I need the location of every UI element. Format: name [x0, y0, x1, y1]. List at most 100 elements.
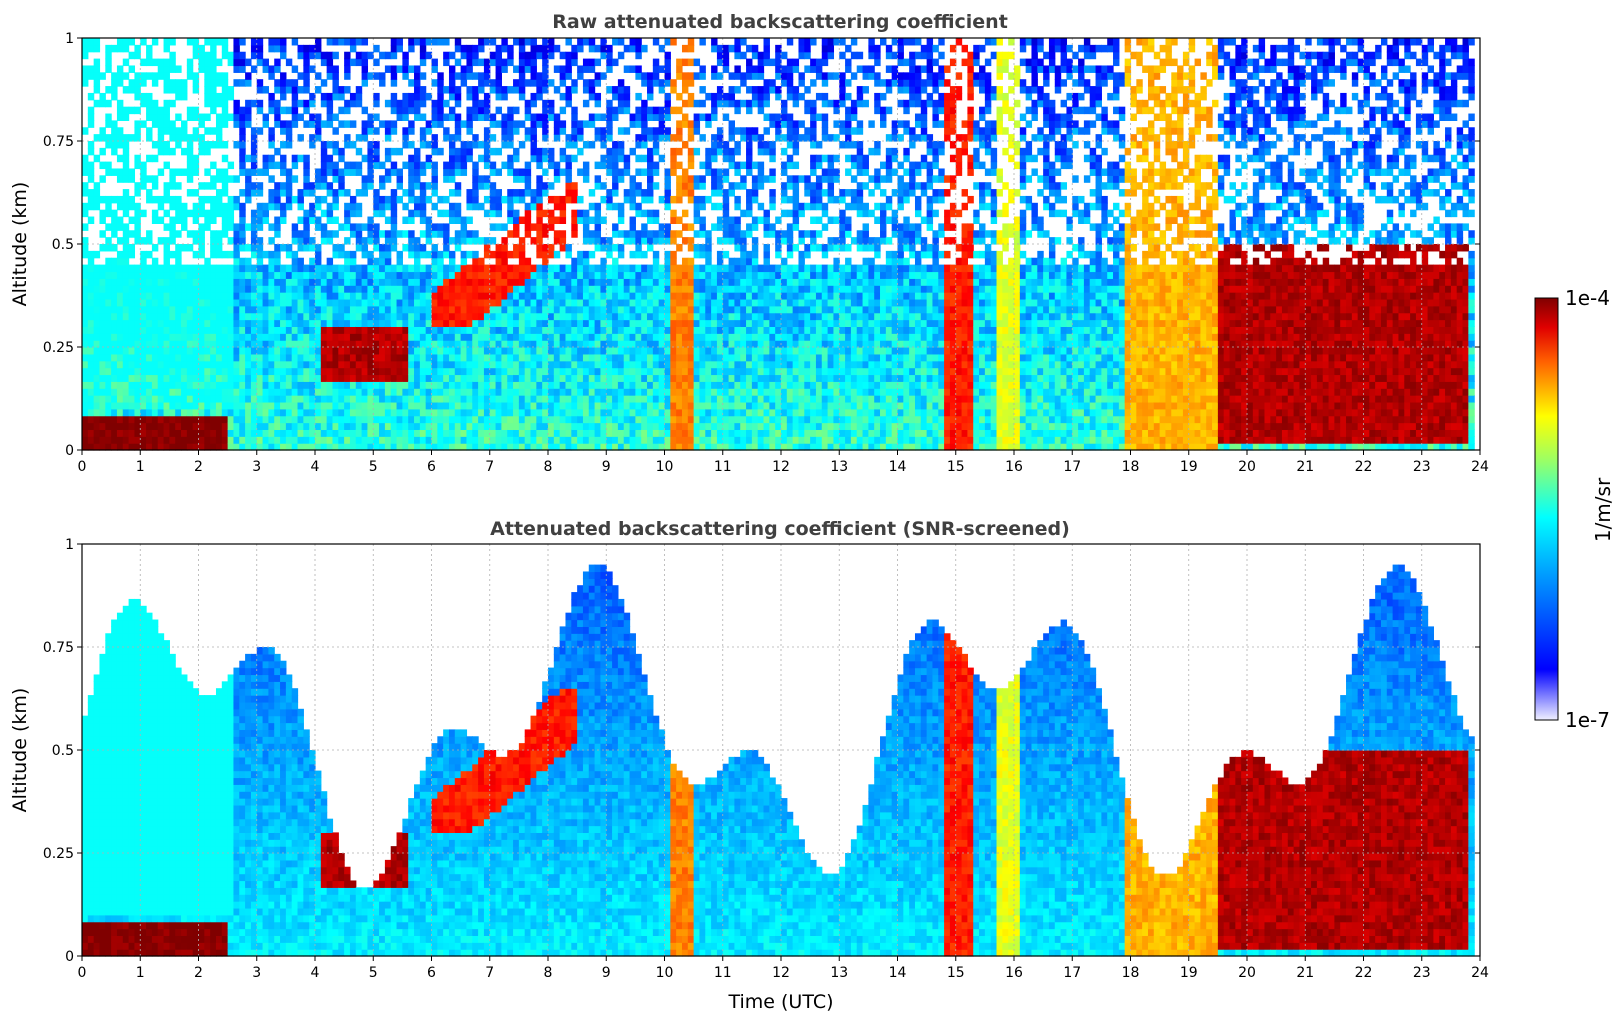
heatmap-cell	[349, 141, 357, 149]
heatmap-cell	[151, 429, 159, 437]
heatmap-cell	[524, 65, 532, 73]
heatmap-cell	[192, 422, 200, 430]
heatmap-cell	[280, 422, 287, 430]
heatmap-cell	[320, 401, 328, 410]
heatmap-cell	[210, 436, 217, 444]
heatmap-cell	[93, 340, 101, 348]
heatmap-cell	[105, 99, 112, 108]
heatmap-cell	[186, 106, 194, 115]
heatmap-cell	[303, 436, 310, 444]
heatmap-cell	[431, 250, 438, 259]
heatmap-cell	[210, 360, 217, 369]
heatmap-cell	[676, 182, 683, 190]
heatmap-cell	[151, 141, 159, 149]
heatmap-cell	[116, 367, 124, 376]
heatmap-cell	[664, 395, 671, 403]
heatmap-cell	[652, 113, 660, 121]
heatmap-cell	[501, 264, 508, 273]
heatmap-cell	[163, 72, 170, 80]
heatmap-cell	[361, 408, 369, 417]
heatmap-cell	[379, 285, 386, 293]
heatmap-cell	[384, 175, 392, 183]
heatmap-cell	[414, 401, 421, 410]
heatmap-cell	[577, 209, 584, 218]
heatmap-cell	[594, 388, 602, 396]
heatmap-cell	[408, 99, 415, 108]
heatmap-cell	[600, 429, 607, 437]
heatmap-cell	[664, 237, 671, 245]
heatmap-cell	[670, 443, 677, 451]
heatmap-cell	[344, 120, 351, 128]
heatmap-cell	[326, 141, 334, 149]
heatmap-cell	[612, 257, 619, 266]
heatmap-cell	[122, 271, 130, 279]
heatmap-cell	[175, 415, 182, 424]
heatmap-cell	[122, 257, 130, 266]
heatmap-cell	[151, 264, 159, 273]
heatmap-cell	[454, 86, 462, 94]
heatmap-cell	[151, 367, 159, 376]
heatmap-cell	[268, 429, 275, 437]
heatmap-cell	[157, 58, 165, 67]
heatmap-cell	[338, 312, 345, 321]
heatmap-cell	[87, 443, 95, 451]
heatmap-cell	[157, 195, 165, 204]
heatmap-cell	[425, 120, 433, 128]
heatmap-cell	[262, 347, 269, 355]
heatmap-cell	[676, 271, 683, 279]
heatmap-cell	[582, 312, 590, 321]
heatmap-cell	[111, 264, 118, 273]
heatmap-cell	[559, 51, 567, 60]
heatmap-cell	[140, 326, 147, 334]
heatmap-cell	[355, 244, 363, 252]
heatmap-cell	[320, 223, 328, 231]
heatmap-cell	[553, 292, 561, 300]
heatmap-cell	[472, 305, 479, 314]
heatmap-cell	[128, 340, 136, 348]
heatmap-cell	[379, 319, 386, 327]
heatmap-cell	[163, 422, 170, 430]
heatmap-cell	[542, 422, 549, 430]
heatmap-cell	[384, 367, 392, 376]
heatmap-cell	[151, 285, 159, 293]
heatmap-cell	[320, 326, 328, 334]
heatmap-cell	[687, 223, 695, 231]
heatmap-cell	[693, 230, 701, 238]
heatmap-cell	[99, 147, 106, 156]
heatmap-cell	[355, 340, 363, 348]
heatmap-cell	[320, 79, 328, 87]
heatmap-cell	[530, 429, 537, 437]
heatmap-cell	[379, 381, 386, 389]
heatmap-cell	[262, 381, 269, 389]
heatmap-cell	[140, 395, 147, 403]
heatmap-cell	[157, 353, 165, 362]
heatmap-cell	[647, 429, 654, 437]
heatmap-cell	[227, 374, 235, 382]
heatmap-cell	[402, 360, 409, 369]
heatmap-cell	[332, 443, 339, 451]
heatmap-cell	[676, 175, 683, 183]
heatmap-cell	[390, 127, 398, 135]
heatmap-cell	[402, 395, 409, 403]
heatmap-cell	[460, 319, 468, 327]
heatmap-cell	[116, 202, 124, 211]
heatmap-cell	[379, 298, 386, 307]
heatmap-cell	[425, 141, 433, 149]
heatmap-cell	[472, 257, 479, 266]
heatmap-cell	[146, 44, 153, 53]
heatmap-cell	[326, 58, 334, 67]
heatmap-cell	[489, 408, 497, 417]
heatmap-cell	[274, 99, 281, 108]
heatmap-cell	[460, 168, 468, 176]
heatmap-cell	[676, 244, 683, 252]
heatmap-cell	[652, 422, 660, 430]
heatmap-cell	[303, 65, 310, 73]
heatmap-cell	[495, 333, 502, 341]
heatmap-cell	[670, 278, 677, 286]
heatmap-cell	[134, 388, 141, 396]
heatmap-cell	[606, 147, 613, 156]
heatmap-cell	[635, 237, 642, 245]
heatmap-cell	[524, 415, 532, 424]
heatmap-cell	[326, 182, 334, 190]
heatmap-cell	[344, 250, 351, 259]
